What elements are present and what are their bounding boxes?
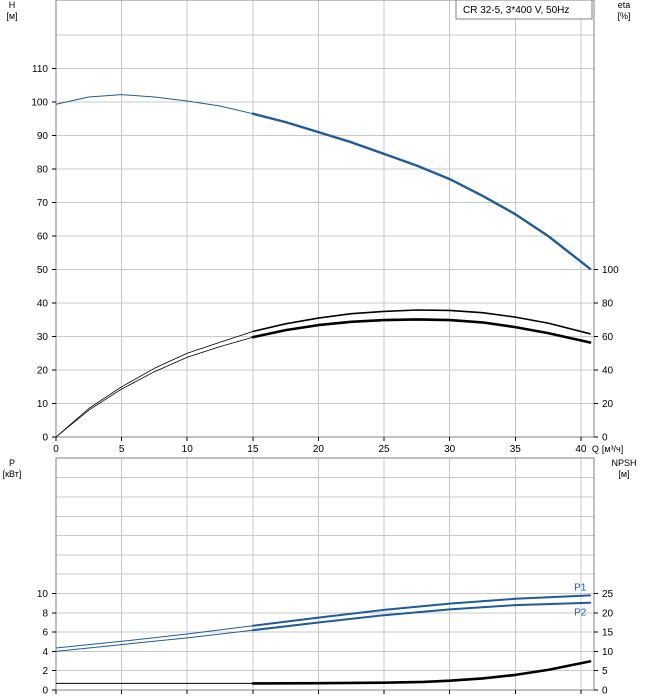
eta-curve-lower-thin xyxy=(55,336,253,438)
x-tick-label: 35 xyxy=(510,444,522,455)
y-right-axis-unit: [м] xyxy=(618,469,629,479)
series-label: P1 xyxy=(574,582,587,593)
y-right-axis-unit: [%] xyxy=(617,11,630,21)
y-right-tick-label: 40 xyxy=(602,366,614,377)
y-left-tick-label: 40 xyxy=(37,299,49,310)
x-tick-label: 30 xyxy=(444,444,456,455)
legend-box xyxy=(455,0,593,20)
y-left-tick-label: 0 xyxy=(42,433,48,444)
y-right-tick-label: 10 xyxy=(602,647,614,658)
p2-curve xyxy=(251,601,592,632)
y-left-tick-label: 60 xyxy=(37,232,49,243)
x-tick-label: 10 xyxy=(182,444,194,455)
y-right-tick-label: 20 xyxy=(602,399,614,410)
y-right-tick-label: 100 xyxy=(602,265,619,276)
x-tick-label: 25 xyxy=(378,444,390,455)
y-right-axis-label: eta xyxy=(618,0,631,10)
y-left-tick-label: 90 xyxy=(37,131,49,142)
eta-curve-upper-thin xyxy=(55,331,253,438)
x-tick-label: 40 xyxy=(575,444,587,455)
y-left-tick-label: 10 xyxy=(37,399,49,410)
x-axis-unit: [м³/ч] xyxy=(602,444,623,454)
y-left-tick-label: 4 xyxy=(42,647,48,658)
eta-curve-upper xyxy=(252,309,591,335)
y-left-axis-unit: [м] xyxy=(6,11,17,21)
x-axis-label: Q xyxy=(592,444,599,454)
head-curve xyxy=(251,112,592,270)
plot-frame xyxy=(55,457,595,691)
y-left-tick-label: 2 xyxy=(42,666,48,677)
y-left-tick-label: 8 xyxy=(42,608,48,619)
p2-curve-thin xyxy=(55,629,253,652)
y-left-tick-label: 0 xyxy=(42,686,48,697)
y-right-tick-label: 5 xyxy=(602,666,608,677)
y-left-tick-label: 10 xyxy=(37,589,49,600)
y-right-tick-label: 20 xyxy=(602,608,614,619)
p1-curve xyxy=(251,594,592,627)
legend: CR 32-5, 3*400 V, 50Hz xyxy=(455,0,593,20)
head-efficiency-panel: 0 10 20 30 40 50 60 70 80 90 100 110 0 20 40 60 80 100 0 5 1… xyxy=(6,0,631,455)
npsh-curve xyxy=(251,660,592,685)
legend-text: CR 32-5, 3*400 V, 50Hz xyxy=(463,5,569,16)
y-left-axis-label: H xyxy=(9,0,16,10)
y-left-tick-label: 6 xyxy=(42,628,48,639)
y-left-tick-label: 80 xyxy=(37,165,49,176)
head-curve-thin xyxy=(55,94,253,115)
series-label: P2 xyxy=(574,608,587,619)
power-npsh-panel: 0 2 4 6 8 10 0 5 10 15 20 25 P[кВт] NPSH[м] P1 P2 xyxy=(3,457,637,697)
y-right-tick-label: 0 xyxy=(602,686,608,697)
y-right-tick-label: 60 xyxy=(602,332,614,343)
x-tick-label: 20 xyxy=(313,444,325,455)
p1-curve-thin xyxy=(55,625,253,649)
y-left-axis-label: P xyxy=(9,458,15,468)
y-left-tick-label: 30 xyxy=(37,332,49,343)
y-left-tick-label: 100 xyxy=(31,98,48,109)
y-right-tick-label: 25 xyxy=(602,589,614,600)
y-right-tick-label: 80 xyxy=(602,299,614,310)
x-tick-label: 0 xyxy=(53,444,59,455)
y-left-tick-label: 20 xyxy=(37,366,49,377)
y-left-axis-unit: [кВт] xyxy=(3,469,22,479)
x-tick-label: 5 xyxy=(119,444,125,455)
y-right-tick-label: 15 xyxy=(602,628,614,639)
y-right-tick-label: 0 xyxy=(602,433,608,444)
eta-curve-lower xyxy=(251,318,592,344)
plot-frame xyxy=(55,0,595,438)
y-left-tick-label: 70 xyxy=(37,198,49,209)
y-left-tick-label: 50 xyxy=(37,265,49,276)
y-left-tick-label: 110 xyxy=(32,64,48,75)
x-tick-label: 15 xyxy=(247,444,259,455)
y-right-axis-label: NPSH xyxy=(611,458,636,468)
